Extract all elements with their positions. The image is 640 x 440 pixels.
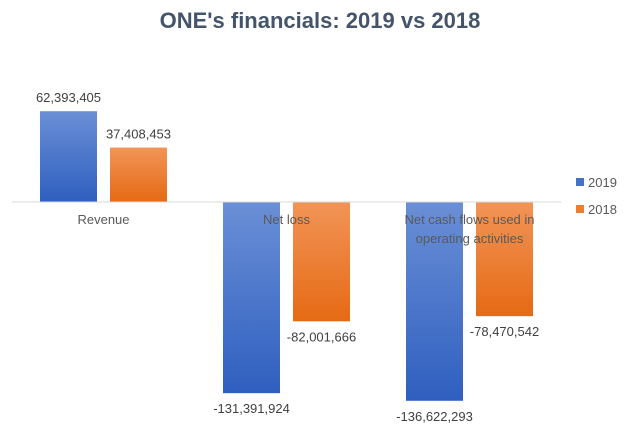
bar-2018-0 (110, 147, 167, 202)
category-label: Net loss (263, 212, 310, 227)
bar-2019-2 (406, 202, 463, 401)
bar-2018-1 (293, 202, 350, 322)
category-label: Net cash flows used in (404, 212, 534, 227)
data-label: -136,622,293 (396, 409, 473, 424)
data-label: 62,393,405 (36, 90, 101, 105)
category-label: operating activities (416, 231, 524, 246)
data-label: -131,391,924 (213, 401, 290, 416)
legend-label: 2019 (588, 175, 617, 190)
category-label: Revenue (77, 212, 129, 227)
data-label: -82,001,666 (287, 329, 356, 344)
data-label: -78,470,542 (470, 324, 539, 339)
bar-2019-1 (223, 202, 280, 394)
legend-swatch-2019 (576, 178, 584, 186)
bar-2018-2 (476, 202, 533, 317)
bar-2019-0 (40, 111, 97, 202)
chart-title: ONE's financials: 2019 vs 2018 (160, 8, 481, 33)
legend-swatch-2018 (576, 205, 584, 213)
legend-label: 2018 (588, 202, 617, 217)
data-label: 37,408,453 (106, 127, 171, 142)
